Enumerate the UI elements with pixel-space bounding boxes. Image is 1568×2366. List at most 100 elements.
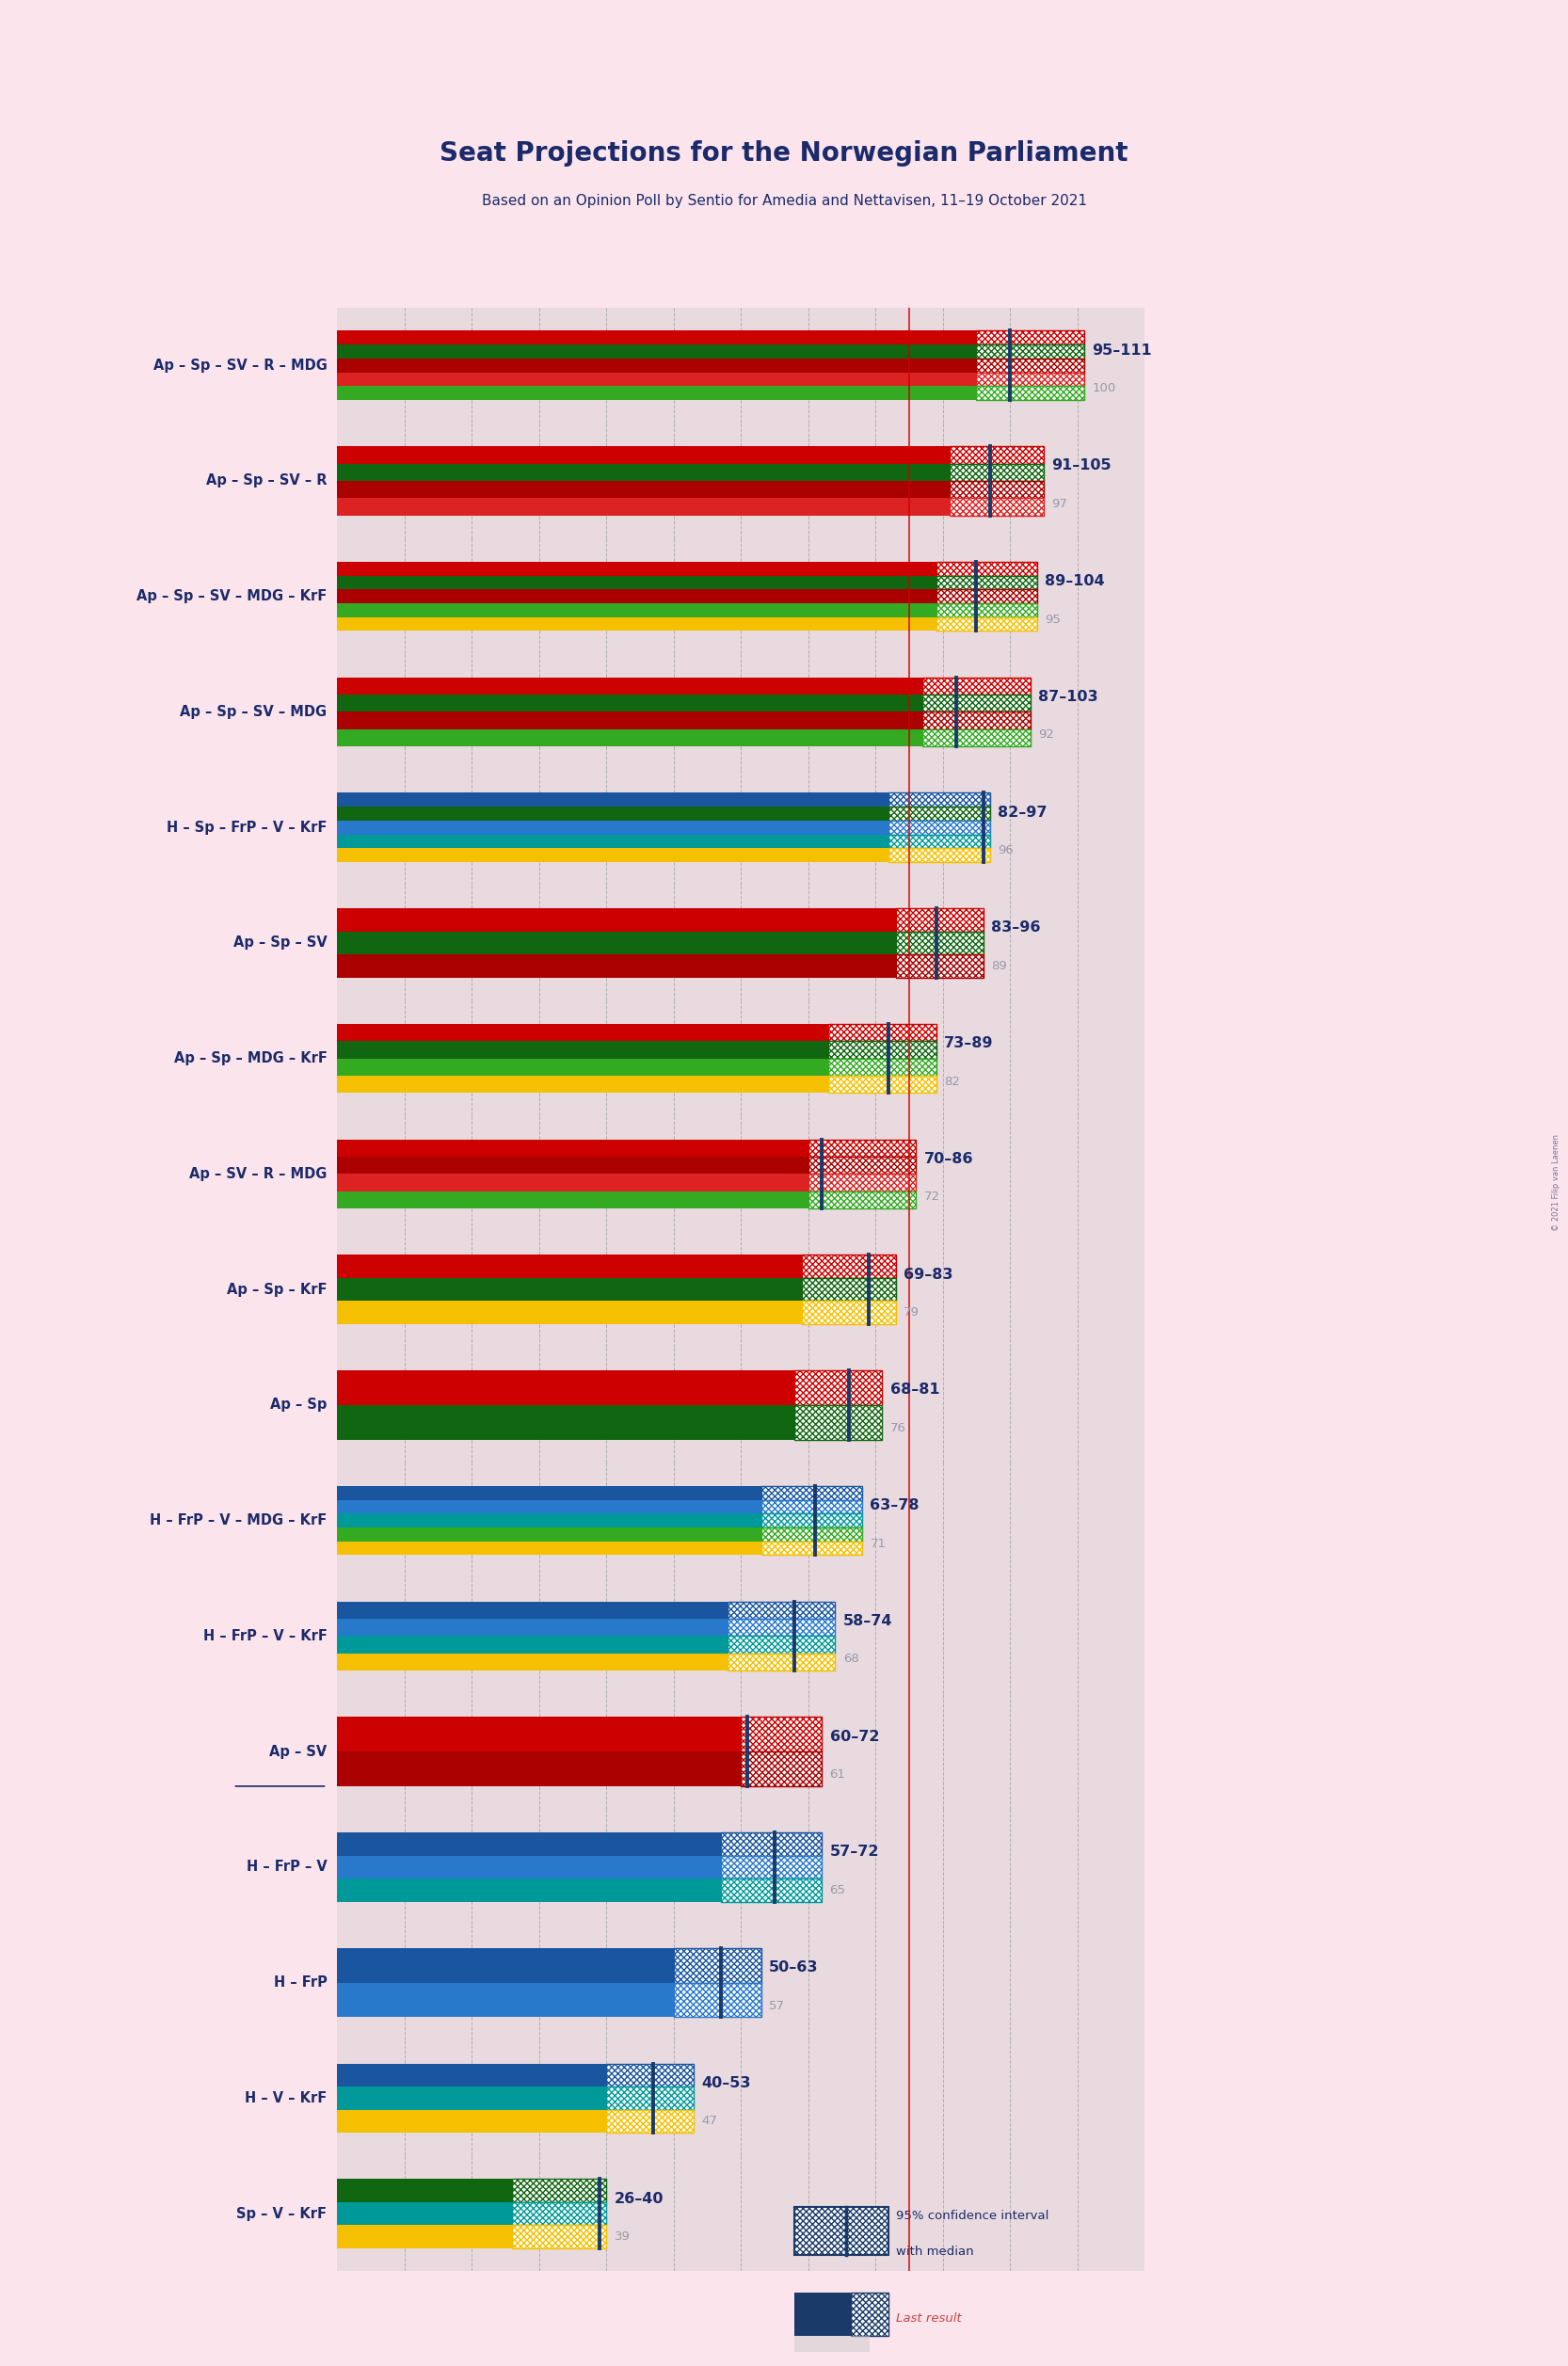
Bar (674, 1983, 760, 2018)
Bar (936, 589, 1036, 603)
Bar (337, 1254, 801, 1278)
Bar (337, 807, 889, 821)
Text: Ap – Sp – SV – R: Ap – Sp – SV – R (205, 473, 328, 487)
Bar (337, 1486, 760, 1500)
Bar (760, 1514, 862, 1528)
Bar (337, 2179, 513, 2203)
Bar (337, 1654, 728, 1670)
Bar (950, 499, 1044, 516)
Bar (721, 1855, 822, 1879)
Text: Ap – Sp – SV: Ap – Sp – SV (234, 937, 328, 951)
Text: 58–74: 58–74 (844, 1614, 892, 1628)
Bar (337, 1190, 808, 1209)
Text: 69–83: 69–83 (903, 1268, 953, 1282)
Bar (337, 1058, 828, 1077)
Bar (795, 2335, 870, 2352)
Bar (337, 447, 950, 464)
Bar (337, 561, 936, 575)
Bar (828, 1041, 936, 1058)
Bar (337, 1405, 795, 1439)
Bar (337, 1718, 740, 1751)
Bar (337, 1500, 760, 1514)
Bar (337, 589, 936, 603)
Bar (337, 1751, 740, 1786)
Text: 57–72: 57–72 (829, 1845, 880, 1860)
Bar (337, 696, 922, 712)
Bar (337, 1528, 760, 1540)
Text: 73–89: 73–89 (944, 1036, 994, 1051)
Bar (337, 847, 889, 861)
Bar (337, 345, 977, 357)
Bar (337, 953, 895, 977)
Bar (895, 909, 983, 932)
Bar (337, 308, 1145, 424)
Bar (728, 1602, 836, 1618)
Text: 76: 76 (891, 1422, 906, 1434)
Bar (337, 1926, 1145, 2039)
Bar (922, 677, 1030, 696)
Bar (337, 2224, 513, 2248)
Bar (607, 2087, 693, 2110)
Text: with median: with median (895, 2245, 974, 2257)
Bar (337, 1831, 721, 1855)
Text: 71: 71 (870, 1538, 886, 1550)
Bar (977, 345, 1083, 357)
Bar (337, 1618, 728, 1635)
Bar (808, 1174, 916, 1190)
Text: 26–40: 26–40 (615, 2191, 663, 2205)
Bar (895, 932, 983, 953)
Bar (337, 729, 922, 748)
Bar (337, 1947, 674, 1983)
Bar (950, 464, 1044, 480)
Bar (337, 1462, 1145, 1578)
Bar (795, 1405, 883, 1439)
Text: 89: 89 (991, 961, 1007, 972)
Bar (977, 386, 1083, 400)
Bar (337, 1301, 801, 1325)
Bar (337, 885, 1145, 1001)
Bar (795, 2293, 851, 2335)
Bar (337, 1879, 721, 1902)
Bar (922, 712, 1030, 729)
Text: 83–96: 83–96 (991, 920, 1041, 935)
Bar (337, 1077, 828, 1093)
Bar (337, 835, 889, 847)
Bar (337, 371, 977, 386)
Text: 100: 100 (1093, 383, 1116, 395)
Bar (337, 1578, 1145, 1694)
Bar (337, 1157, 808, 1174)
Bar (950, 480, 1044, 499)
Bar (808, 1140, 916, 1157)
Bar (337, 424, 1145, 539)
Bar (337, 1024, 828, 1041)
Text: 47: 47 (702, 2115, 718, 2127)
Text: 96: 96 (997, 845, 1013, 856)
Bar (889, 821, 989, 835)
Bar (337, 464, 950, 480)
Bar (337, 1602, 728, 1618)
Text: H – Sp – FrP – V – KrF: H – Sp – FrP – V – KrF (166, 821, 328, 835)
Text: 89–104: 89–104 (1044, 575, 1105, 589)
Bar (936, 575, 1036, 589)
Bar (337, 386, 977, 400)
Text: 57: 57 (770, 1999, 786, 2011)
Text: H – FrP – V – MDG – KrF: H – FrP – V – MDG – KrF (151, 1514, 328, 1528)
Text: 97: 97 (1052, 497, 1068, 511)
Text: Seat Projections for the Norwegian Parliament: Seat Projections for the Norwegian Parli… (439, 140, 1129, 168)
Bar (337, 2155, 1145, 2271)
Text: 95: 95 (1044, 613, 1062, 625)
Text: H – FrP – V – KrF: H – FrP – V – KrF (202, 1628, 328, 1642)
Bar (337, 1370, 795, 1405)
Bar (337, 712, 922, 729)
Bar (801, 1254, 895, 1278)
Text: 92: 92 (1038, 729, 1054, 741)
Text: Ap – Sp – KrF: Ap – Sp – KrF (227, 1282, 328, 1297)
Text: Sp – V – KrF: Sp – V – KrF (237, 2207, 328, 2222)
Text: 60–72: 60–72 (829, 1730, 880, 1744)
Bar (795, 2207, 889, 2255)
Bar (950, 447, 1044, 464)
Text: Ap – Sp – SV – MDG: Ap – Sp – SV – MDG (180, 705, 328, 719)
Bar (337, 793, 889, 807)
Text: 63–78: 63–78 (870, 1498, 919, 1512)
Text: 65: 65 (829, 1883, 845, 1895)
